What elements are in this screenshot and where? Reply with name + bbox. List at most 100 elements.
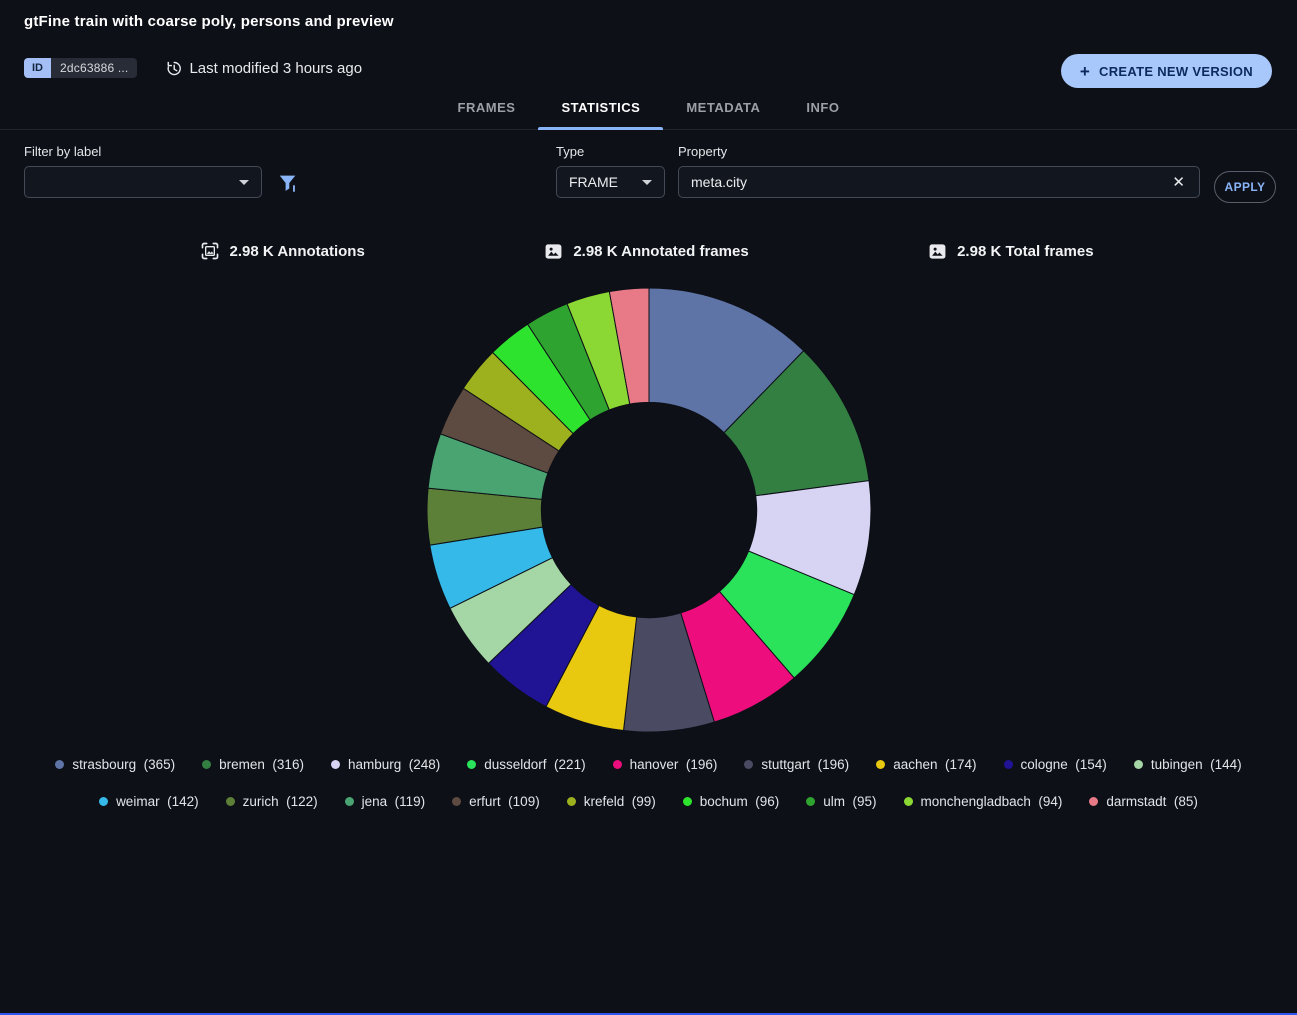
legend-item-bochum[interactable]: bochum (96) [683, 794, 780, 809]
type-label: Type [556, 144, 665, 159]
legend-item-hanover[interactable]: hanover (196) [613, 757, 718, 772]
legend-label: hamburg (248) [348, 757, 440, 772]
legend-label: hanover (196) [630, 757, 718, 772]
legend-dot [744, 760, 753, 769]
legend-item-hamburg[interactable]: hamburg (248) [331, 757, 440, 772]
label-filter-select[interactable] [24, 166, 262, 198]
filter-funnel-button[interactable] [277, 170, 303, 196]
label-filter-label: Filter by label [24, 144, 262, 159]
legend-item-tubingen[interactable]: tubingen (144) [1134, 757, 1242, 772]
type-filter-group: Type FRAME [556, 144, 665, 198]
stat-total-frames-text: 2.98 K Total frames [957, 243, 1093, 260]
legend-dot [876, 760, 885, 769]
image-icon [544, 242, 563, 261]
last-modified: Last modified 3 hours ago [165, 60, 362, 77]
legend-label: dusseldorf (221) [484, 757, 585, 772]
tab-metadata[interactable]: METADATA [663, 87, 783, 129]
tab-bar: FRAMES STATISTICS METADATA INFO [0, 87, 1297, 130]
legend-label: stuttgart (196) [761, 757, 849, 772]
apply-button[interactable]: APPLY [1214, 171, 1276, 203]
legend-item-stuttgart[interactable]: stuttgart (196) [744, 757, 849, 772]
legend-label: erfurt (109) [469, 794, 540, 809]
legend-label: weimar (142) [116, 794, 199, 809]
legend-dot [1089, 797, 1098, 806]
last-modified-text: Last modified 3 hours ago [189, 60, 362, 77]
close-icon: ✕ [1172, 174, 1185, 191]
legend-dot [567, 797, 576, 806]
property-input-box: ✕ [678, 166, 1200, 198]
stat-total-frames: 2.98 K Total frames [829, 241, 1193, 261]
page-header: gtFine train with coarse poly, persons a… [0, 0, 1297, 80]
chevron-down-icon [642, 180, 652, 185]
legend-dot [1004, 760, 1013, 769]
funnel-icon [277, 172, 303, 194]
chart-area [0, 286, 1297, 734]
stat-annotations: 2.98 K Annotations [100, 241, 464, 261]
legend-label: cologne (154) [1021, 757, 1107, 772]
id-badge: ID [24, 58, 51, 78]
property-input[interactable] [691, 174, 1170, 190]
create-new-version-button[interactable]: + CREATE NEW VERSION [1061, 54, 1272, 88]
legend-label: bochum (96) [700, 794, 780, 809]
legend-item-darmstadt[interactable]: darmstadt (85) [1089, 794, 1198, 809]
legend-dot [613, 760, 622, 769]
stat-annotations-text: 2.98 K Annotations [230, 243, 365, 260]
legend-item-krefeld[interactable]: krefeld (99) [567, 794, 656, 809]
type-select[interactable]: FRAME [556, 166, 665, 198]
legend-label: tubingen (144) [1151, 757, 1242, 772]
id-value[interactable]: 2dc63886 ... [51, 58, 137, 78]
stats-row: 2.98 K Annotations 2.98 K Annotated fram… [100, 241, 1193, 261]
page-title: gtFine train with coarse poly, persons a… [24, 13, 1273, 30]
filter-bar: Filter by label Type FRAME Property ✕ AP… [0, 144, 1297, 214]
legend-dot [806, 797, 815, 806]
legend-item-jena[interactable]: jena (119) [345, 794, 426, 809]
legend-dot [226, 797, 235, 806]
legend-item-aachen[interactable]: aachen (174) [876, 757, 976, 772]
legend-dot [467, 760, 476, 769]
legend-label: zurich (122) [243, 794, 318, 809]
history-icon [165, 60, 182, 77]
tab-frames[interactable]: FRAMES [435, 87, 539, 129]
legend-label: aachen (174) [893, 757, 976, 772]
property-filter-group: Property ✕ [678, 144, 1200, 198]
legend-label: jena (119) [362, 794, 426, 809]
legend-dot [452, 797, 461, 806]
legend-label: ulm (95) [823, 794, 876, 809]
legend-dot [55, 760, 64, 769]
chart-legend: strasbourg (365) bremen (316) hamburg (248… [0, 757, 1297, 809]
clear-property-button[interactable]: ✕ [1170, 175, 1187, 190]
legend-item-zurich[interactable]: zurich (122) [226, 794, 318, 809]
chevron-down-icon [239, 180, 249, 185]
legend-dot [345, 797, 354, 806]
legend-dot [202, 760, 211, 769]
tab-statistics[interactable]: STATISTICS [538, 87, 663, 129]
create-new-version-label: CREATE NEW VERSION [1099, 64, 1253, 79]
legend-item-monchengladbach[interactable]: monchengladbach (94) [904, 794, 1063, 809]
plus-icon: + [1080, 63, 1090, 80]
legend-dot [1134, 760, 1143, 769]
tab-info[interactable]: INFO [783, 87, 862, 129]
legend-dot [99, 797, 108, 806]
legend-label: strasbourg (365) [72, 757, 175, 772]
donut-chart-svg [425, 286, 873, 734]
image-icon [928, 242, 947, 261]
legend-dot [331, 760, 340, 769]
stat-annotated-frames: 2.98 K Annotated frames [464, 241, 828, 261]
label-filter-group: Filter by label [24, 144, 262, 198]
annotations-icon [200, 241, 220, 261]
legend-item-bremen[interactable]: bremen (316) [202, 757, 304, 772]
legend-dot [904, 797, 913, 806]
property-label: Property [678, 144, 1200, 159]
legend-item-erfurt[interactable]: erfurt (109) [452, 794, 540, 809]
dataset-id-chip[interactable]: ID 2dc63886 ... [24, 58, 137, 78]
legend-item-weimar[interactable]: weimar (142) [99, 794, 199, 809]
legend-item-ulm[interactable]: ulm (95) [806, 794, 876, 809]
legend-item-strasbourg[interactable]: strasbourg (365) [55, 757, 175, 772]
legend-label: monchengladbach (94) [921, 794, 1063, 809]
legend-item-cologne[interactable]: cologne (154) [1004, 757, 1107, 772]
type-value: FRAME [569, 174, 618, 190]
legend-item-dusseldorf[interactable]: dusseldorf (221) [467, 757, 585, 772]
legend-label: krefeld (99) [584, 794, 656, 809]
legend-label: bremen (316) [219, 757, 304, 772]
stat-annotated-frames-text: 2.98 K Annotated frames [573, 243, 748, 260]
